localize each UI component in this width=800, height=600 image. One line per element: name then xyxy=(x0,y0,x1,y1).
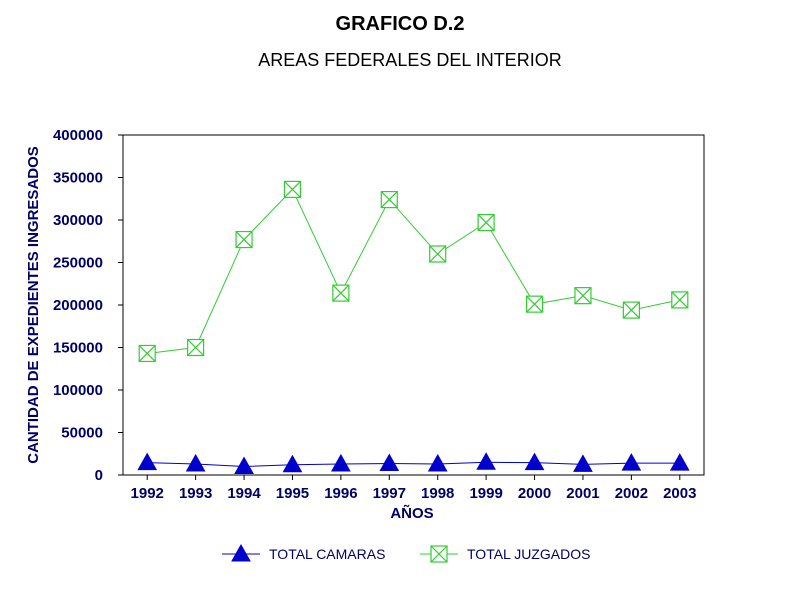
legend-item: TOTAL JUZGADOS xyxy=(420,545,590,563)
y-tick-label: 0 xyxy=(95,467,103,484)
series-layer xyxy=(137,180,690,474)
x-tick-label: 1995 xyxy=(276,485,309,502)
chart-title: GRAFICO D.2 xyxy=(336,13,465,35)
x-tick-label: 2001 xyxy=(566,485,599,502)
legend-item: TOTAL CAMARAS xyxy=(222,543,385,562)
x-tick-label: 1996 xyxy=(324,485,357,502)
series-line xyxy=(147,188,680,354)
y-tick-label: 150000 xyxy=(53,340,103,357)
x-tick-label: 1992 xyxy=(131,485,164,502)
data-point-box xyxy=(235,230,253,249)
data-point-box xyxy=(477,213,495,232)
y-tick-label: 50000 xyxy=(61,425,103,442)
data-point-box xyxy=(283,180,302,198)
series-line xyxy=(147,461,680,468)
data-point-box xyxy=(380,191,398,209)
data-point-triangle xyxy=(379,453,400,472)
x-tick-label: 1999 xyxy=(469,485,502,502)
legend-label: TOTAL CAMARAS xyxy=(269,546,385,562)
data-point-box xyxy=(429,245,447,263)
y-tick-label: 400000 xyxy=(53,127,103,144)
data-point-triangle xyxy=(234,456,254,474)
x-axis-title: AÑOS xyxy=(390,504,433,522)
y-tick-label: 350000 xyxy=(53,170,103,187)
y-tick-label: 100000 xyxy=(53,382,103,399)
data-point-box xyxy=(332,284,350,302)
data-point-triangle xyxy=(669,453,690,471)
data-point-box xyxy=(671,291,689,309)
chart-subtitle: AREAS FEDERALES DEL INTERIOR xyxy=(258,50,561,70)
legend-marker-triangle xyxy=(231,543,251,562)
data-point-triangle xyxy=(476,452,496,470)
x-tick-label: 1993 xyxy=(179,485,212,502)
x-tick-label: 2000 xyxy=(518,485,551,502)
data-point-triangle xyxy=(282,454,303,473)
series-total-camaras xyxy=(137,452,690,474)
data-point-box xyxy=(138,344,156,363)
x-tick-label: 1998 xyxy=(421,485,454,502)
x-axis: 1992 1993 1994 1995 1996 1997 1998 1999 2000 2001… xyxy=(131,475,696,502)
plot-frame xyxy=(122,134,705,476)
legend-label: TOTAL JUZGADOS xyxy=(467,546,590,562)
legend-marker-box xyxy=(430,545,448,563)
data-point-triangle xyxy=(137,452,158,471)
data-point-triangle xyxy=(621,453,642,471)
data-point-triangle xyxy=(427,453,448,472)
data-point-box xyxy=(525,295,544,313)
x-tick-label: 2003 xyxy=(663,485,696,502)
y-tick-label: 300000 xyxy=(53,212,103,229)
y-tick-label: 200000 xyxy=(53,297,103,314)
data-point-box xyxy=(574,287,592,305)
y-tick-label: 250000 xyxy=(53,255,103,272)
data-point-triangle xyxy=(573,454,593,472)
series-total-juzgados xyxy=(138,180,689,363)
x-tick-label: 1994 xyxy=(227,485,261,502)
data-point-box xyxy=(187,338,205,357)
data-point-box xyxy=(622,301,640,319)
y-axis: 0 50000 100000 150000 200000 250000 300000 3500… xyxy=(53,127,123,484)
y-axis-title: CANTIDAD DE EXPEDIENTES INGRESADOS xyxy=(25,146,42,464)
data-point-triangle xyxy=(331,453,351,472)
data-point-triangle xyxy=(524,452,545,471)
x-tick-label: 1997 xyxy=(373,485,406,502)
x-tick-label: 2002 xyxy=(615,485,648,502)
legend: TOTAL CAMARAS TOTAL JUZGADOS xyxy=(222,543,590,563)
data-point-triangle xyxy=(185,453,206,472)
